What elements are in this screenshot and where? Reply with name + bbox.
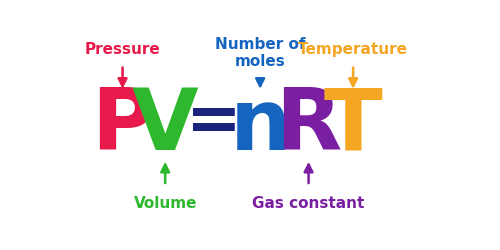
Text: Temperature: Temperature [298, 42, 408, 57]
Text: Number of
moles: Number of moles [215, 37, 306, 69]
Text: =: = [186, 90, 242, 156]
Text: Gas constant: Gas constant [252, 196, 365, 211]
Text: P: P [91, 85, 154, 168]
Text: V: V [132, 85, 198, 168]
Text: T: T [324, 85, 382, 168]
Text: Volume: Volume [134, 196, 197, 211]
Text: R: R [276, 85, 342, 168]
Text: n: n [230, 85, 291, 168]
Text: Pressure: Pressure [84, 42, 160, 57]
